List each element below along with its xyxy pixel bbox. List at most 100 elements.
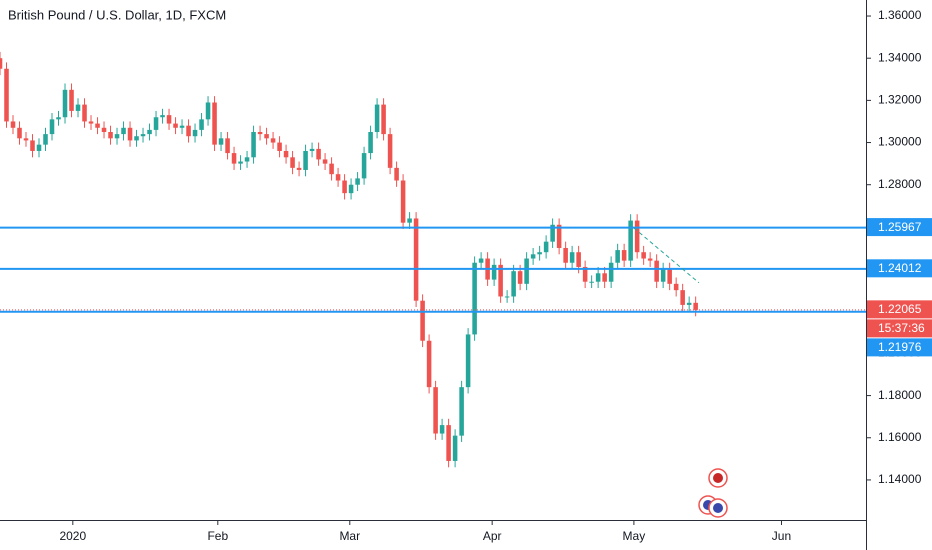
candle-body [472,262,477,335]
candle-body [413,218,419,301]
last-price-label-box [867,300,932,319]
candle-body [134,136,139,141]
x-tick-label: Jun [772,529,791,543]
candle-body [550,224,555,242]
candle-body [543,241,549,253]
candle-body [602,273,607,282]
candle-body [75,104,81,111]
candle-body [628,220,633,261]
candle-body [49,119,55,135]
candle-body [517,271,523,284]
candle-body [615,250,620,263]
candle-body [654,260,659,282]
candle-body [459,387,464,436]
candle-body [290,157,295,168]
y-tick-label: 1.14000 [878,472,922,486]
candle-body [439,425,445,434]
candle-body [641,252,646,259]
candle-body [329,163,334,175]
candle-body [43,134,48,145]
candle-body [121,127,126,135]
candle-body [179,125,185,128]
candle-body [355,178,360,185]
candle-body [576,252,581,267]
candle-body [569,252,575,263]
candle-body [680,290,685,305]
candle-body [127,127,133,141]
candle-body [361,153,367,179]
candle-body [277,142,282,151]
candle-body [88,121,94,124]
candle-body [147,129,152,135]
y-tick-label: 1.18000 [878,388,922,402]
candle-body [212,102,217,145]
candle-body [257,132,263,135]
candle-body [667,269,672,284]
countdown-label-box [867,319,932,338]
candle-body [608,262,614,282]
candle-body [504,296,510,298]
candle-body [192,129,198,137]
event-icon [713,503,723,513]
x-tick-label: Mar [339,529,360,543]
candle-body [368,132,373,154]
candle-body [621,250,627,261]
candle-body [56,117,61,120]
candle-body [205,102,211,120]
candle-body [634,220,640,253]
candle-body [153,117,159,130]
level-label: 1.24012 [878,261,922,275]
candle-body [244,157,250,162]
candle-body [62,89,68,118]
candle-body [0,58,3,69]
candle-body [251,132,256,158]
y-tick-label: 1.34000 [878,50,922,64]
candle-body [225,138,230,154]
candle-body [374,104,380,133]
candle-body [342,180,347,194]
x-tick-label: Apr [483,529,502,543]
x-tick-label: May [623,529,646,543]
candle-body [387,134,393,168]
candle-body [563,247,568,263]
y-tick-label: 1.32000 [878,93,922,107]
candle-body [595,273,601,282]
level-label-box [867,259,932,278]
candle-body [556,224,562,248]
candle-body [322,159,328,164]
candle-body [30,140,35,151]
candle-body [491,264,497,280]
candle-body [186,125,191,137]
level-label: 1.21976 [878,340,922,354]
candle-body [95,123,100,128]
candle-body [524,258,529,284]
candle-body [69,89,74,111]
trendline [633,227,700,284]
x-tick-label: 2020 [59,529,86,543]
candle-body [348,184,354,194]
candle-body [465,334,471,388]
candle-body [381,104,386,135]
candle-body [673,283,679,291]
candle-body [160,115,165,118]
event-icons [698,468,728,518]
candle-body [101,127,107,133]
candle-body [264,134,269,139]
candle-body [173,123,178,128]
y-tick-label: 1.30000 [878,135,922,149]
event-icon [713,473,723,483]
candle-body [498,264,503,297]
candle-body [270,138,276,143]
candle-body [296,167,302,170]
candle-body [686,302,692,305]
candle-body [316,148,321,160]
candle-body [426,340,432,388]
candle-body [400,180,406,223]
candle-body [283,150,289,158]
candle-body [309,148,315,151]
candle-body [108,132,113,139]
candle-body [589,281,594,283]
candle-body [647,258,653,261]
